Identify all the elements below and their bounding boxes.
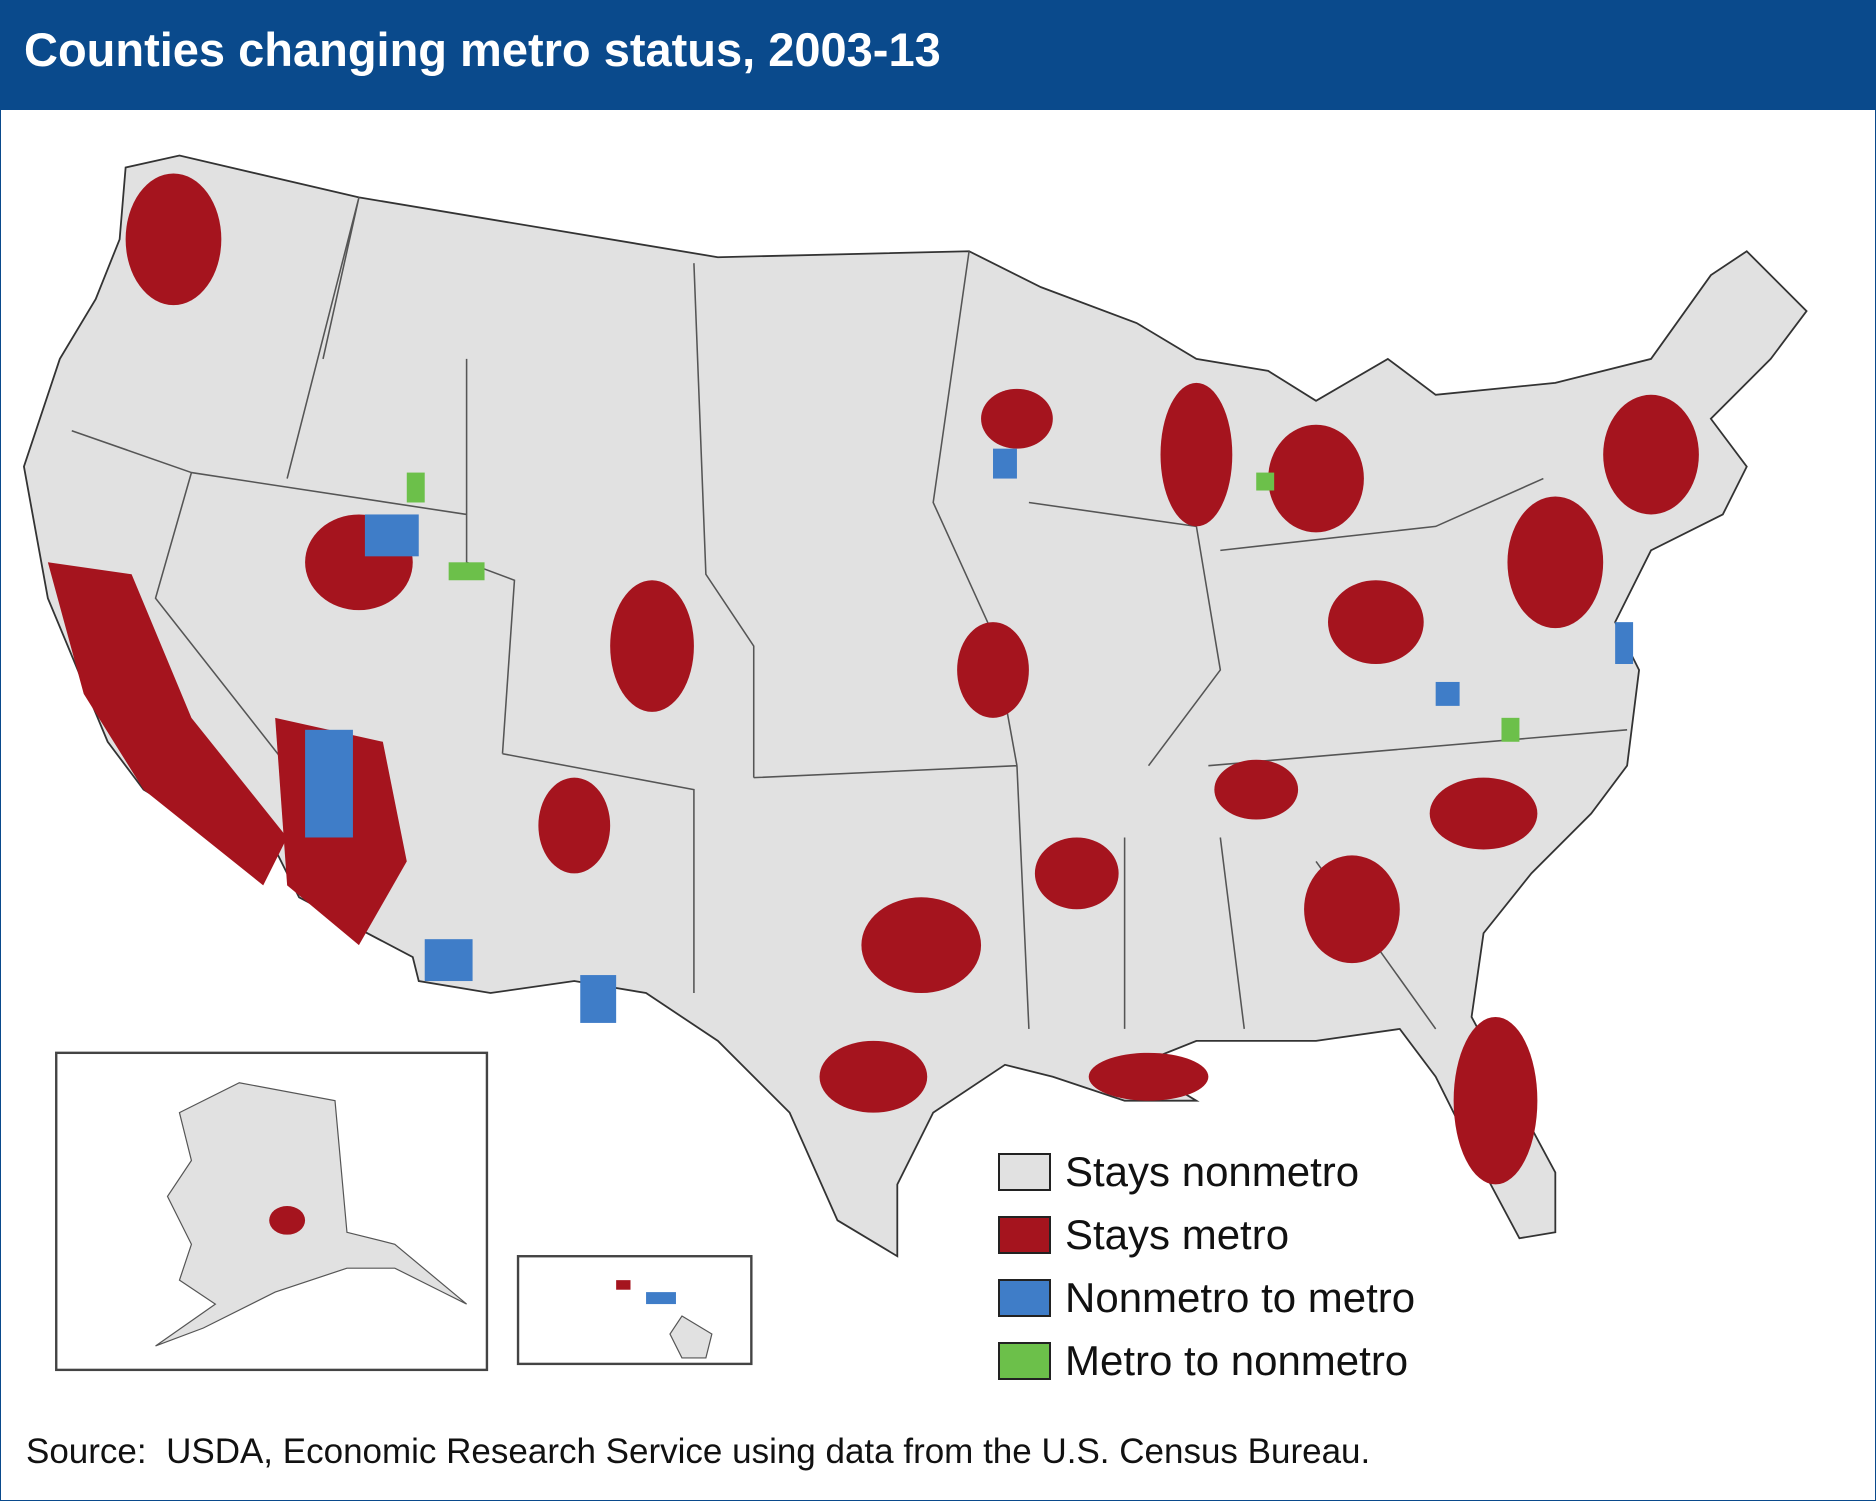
hawaii-change: [646, 1292, 676, 1305]
legend-label: Stays nonmetro: [1065, 1147, 1360, 1195]
nonmetro-to-metro: [305, 448, 1634, 1023]
alaska-metro: [269, 1205, 306, 1235]
header: Counties changing metro status, 2003-13: [0, 0, 1876, 110]
source: Source: USDA, Economic Research Service …: [26, 1432, 1371, 1471]
legend-label: Metro to nonmetro: [1065, 1336, 1409, 1384]
legend-item: Stays nonmetro: [998, 1140, 1415, 1203]
metro-to-nonmetro: [406, 472, 1520, 742]
legend: Stays nonmetro Stays metro Nonmetro to met…: [998, 1140, 1415, 1392]
title: Counties changing metro status, 2003-13: [24, 23, 941, 76]
legend-swatch: [998, 1341, 1051, 1380]
legend-item: Stays metro: [998, 1203, 1415, 1266]
legend-swatch: [998, 1215, 1051, 1254]
legend-item: Nonmetro to metro: [998, 1266, 1415, 1329]
map-body: [23, 154, 1808, 1372]
map: [23, 154, 1808, 1372]
legend-item: Metro to nonmetro: [998, 1329, 1415, 1392]
hawaii-metro: [616, 1280, 631, 1290]
legend-label: Nonmetro to metro: [1065, 1273, 1416, 1321]
hawaii-inset: [516, 1255, 753, 1366]
legend-label: Stays metro: [1065, 1210, 1290, 1258]
metro-areas: [47, 173, 1699, 1185]
legend-swatch: [998, 1278, 1051, 1317]
legend-swatch: [998, 1152, 1051, 1191]
hawaii: [669, 1315, 713, 1359]
alaska: [155, 1082, 467, 1347]
